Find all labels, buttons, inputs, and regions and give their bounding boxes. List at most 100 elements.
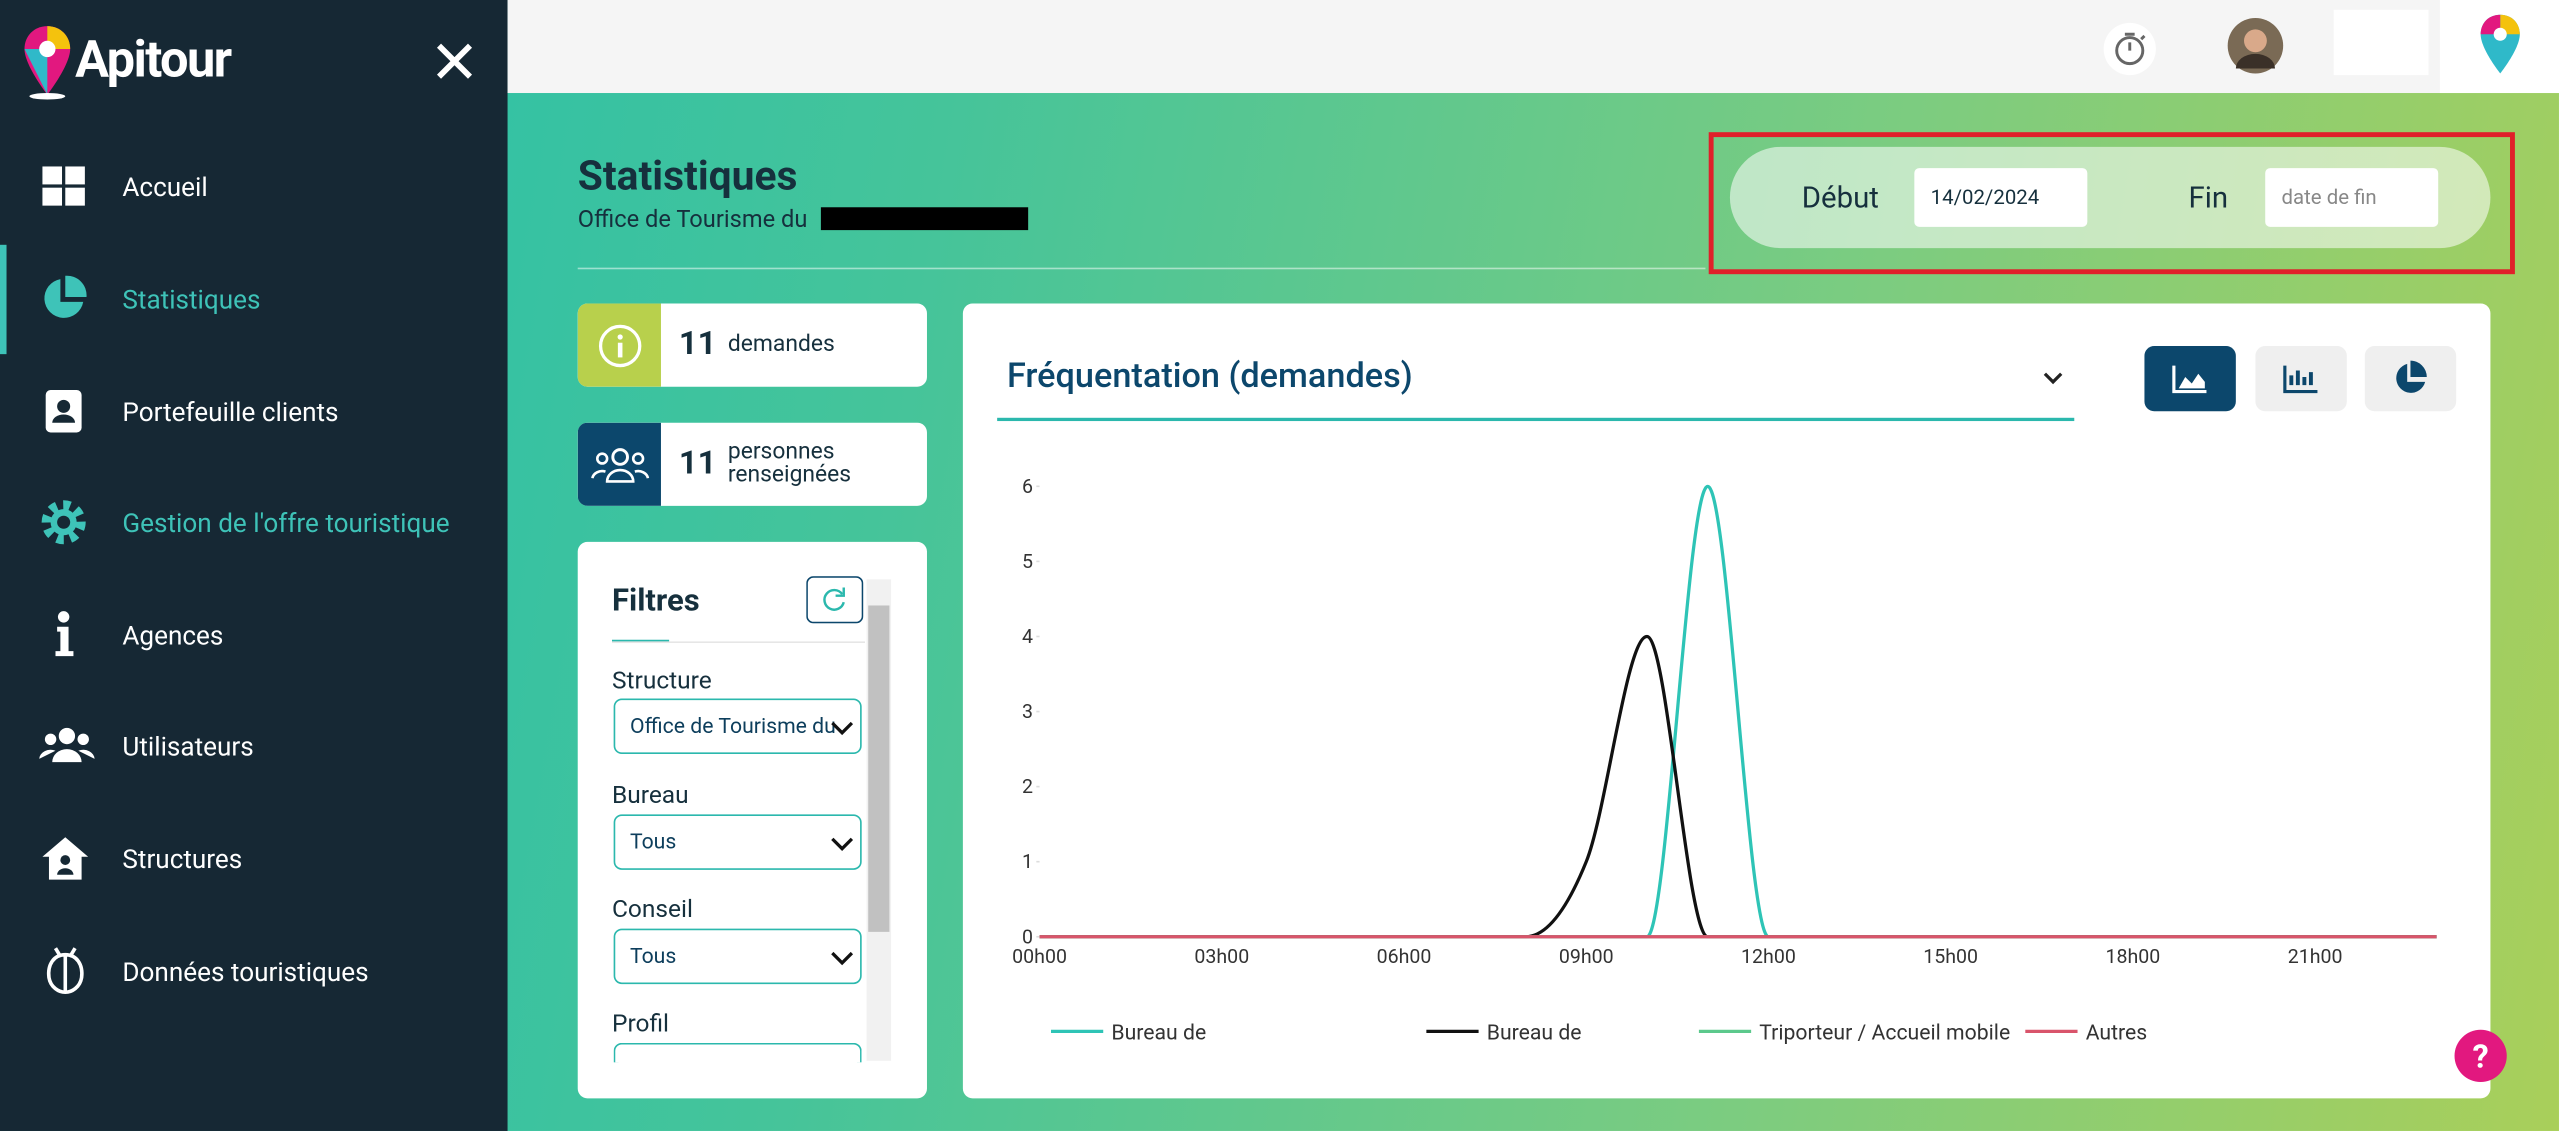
menu-label: Données touristiques bbox=[122, 955, 369, 987]
menu-item[interactable]: Données touristiques bbox=[0, 922, 508, 1020]
chevron bbox=[831, 837, 854, 851]
x-tick-label: 15h00 bbox=[1923, 945, 1978, 968]
menu-label: Portefeuille clients bbox=[122, 395, 339, 427]
title-underline bbox=[997, 417, 2075, 421]
menu-label: Utilisateurs bbox=[122, 730, 254, 762]
menu-item[interactable]: Gestion de l'offre touristique bbox=[0, 473, 508, 571]
filter-select[interactable]: Tous bbox=[613, 814, 862, 870]
kpi-label: demandes bbox=[727, 331, 835, 358]
legend-label: Autres bbox=[2086, 1021, 2148, 1046]
y-tick-label: 6 bbox=[1022, 475, 1033, 498]
y-tick-label: 5 bbox=[1022, 550, 1033, 573]
avatar[interactable] bbox=[2226, 16, 2285, 75]
chart-title: Fréquentation (demandes) bbox=[1006, 357, 1413, 397]
divider bbox=[577, 267, 1706, 270]
icon bbox=[42, 166, 85, 206]
page-title: Statistiques bbox=[577, 153, 798, 201]
end-date-input[interactable]: date de fin bbox=[2265, 168, 2439, 227]
sidebar: Apitour Accueil Statistiques Portefeuill… bbox=[0, 0, 508, 1131]
x-tick-label: 00h00 bbox=[1012, 945, 1067, 968]
chevron bbox=[831, 721, 854, 736]
menu-item[interactable]: Portefeuille clients bbox=[0, 362, 508, 460]
menu-item[interactable]: Structures bbox=[0, 809, 508, 907]
top-bar bbox=[507, 0, 2559, 94]
kpi-value: 11 bbox=[678, 442, 717, 482]
pie-chart-button[interactable] bbox=[2364, 345, 2457, 412]
menu-label: Statistiques bbox=[122, 283, 261, 315]
kpi-label: personnes renseignées bbox=[727, 439, 852, 488]
y-tick-label: 2 bbox=[1022, 775, 1033, 798]
x-tick-label: 12h00 bbox=[1741, 945, 1796, 968]
legend-label: Triporteur / Accueil mobile bbox=[1759, 1021, 2010, 1046]
line-chart: 0 1 2 3 4 5 6 00h00 03h00 06h00 09h00 12h00 15h00 18h… bbox=[1012, 475, 2437, 1046]
menu-item[interactable]: Accueil bbox=[0, 137, 508, 235]
page-subtitle: Office de Tourisme du bbox=[577, 205, 808, 234]
x-tick-label: 18h00 bbox=[2105, 945, 2160, 968]
reset-button[interactable] bbox=[806, 576, 864, 624]
filter-select[interactable] bbox=[613, 1042, 862, 1063]
y-tick-label: 3 bbox=[1022, 700, 1033, 723]
y-tick-label: 1 bbox=[1022, 850, 1033, 873]
icon bbox=[42, 837, 89, 880]
legend-label: Bureau de bbox=[1111, 1021, 1206, 1046]
filter-label: Profil bbox=[612, 1008, 669, 1038]
app-icon bbox=[2480, 14, 2520, 74]
icon bbox=[44, 275, 87, 318]
timer-button[interactable] bbox=[2102, 21, 2157, 76]
menu-label: Structures bbox=[122, 842, 243, 874]
series-line bbox=[1039, 634, 2437, 939]
x-tick-label: 09h00 bbox=[1559, 945, 1614, 968]
menu-label: Accueil bbox=[122, 170, 208, 202]
end-label: Fin bbox=[2188, 181, 2229, 216]
icon bbox=[55, 611, 74, 657]
series-line bbox=[1039, 484, 2437, 939]
menu-item[interactable]: Utilisateurs bbox=[0, 697, 508, 795]
icon bbox=[39, 727, 95, 763]
icon bbox=[45, 390, 82, 433]
x-tick-label: 21h00 bbox=[2288, 945, 2343, 968]
chart-card bbox=[962, 303, 2491, 1099]
scrollbar[interactable] bbox=[866, 579, 892, 1061]
y-tick-label: 0 bbox=[1022, 925, 1033, 948]
menu-item[interactable]: Statistiques bbox=[0, 250, 508, 348]
x-tick-label: 03h00 bbox=[1194, 945, 1249, 968]
area-chart-button[interactable] bbox=[2144, 345, 2236, 412]
kpi-value: 11 bbox=[678, 323, 717, 363]
help-button[interactable]: ? bbox=[2453, 1028, 2508, 1083]
blank-box bbox=[2333, 9, 2429, 76]
active-indicator bbox=[0, 244, 7, 355]
kpi-card: 11 demandes bbox=[577, 303, 927, 387]
filter-label: Bureau bbox=[612, 780, 689, 810]
start-label: Début bbox=[1801, 181, 1879, 216]
logo-icon bbox=[24, 26, 71, 100]
y-tick-label: 4 bbox=[1022, 625, 1033, 648]
chart-select[interactable] bbox=[2040, 366, 2066, 392]
app-icon-box bbox=[2439, 0, 2559, 94]
kpi-icon bbox=[577, 422, 661, 506]
filter-label: Conseil bbox=[612, 894, 693, 924]
divider bbox=[612, 641, 865, 644]
filter-label: Structure bbox=[612, 665, 712, 696]
filter-select[interactable]: Office de Tourisme du bbox=[613, 698, 862, 754]
start-date-input[interactable]: 14/02/2024 bbox=[1914, 168, 2088, 227]
logo-text: Apitour bbox=[75, 29, 232, 90]
menu-item[interactable]: Agences bbox=[0, 586, 508, 684]
svg-text:?: ? bbox=[2473, 1037, 2489, 1075]
kpi-icon bbox=[577, 303, 661, 387]
menu-label: Gestion de l'offre touristique bbox=[122, 506, 450, 538]
filters-title: Filtres bbox=[612, 580, 700, 619]
filter-select[interactable]: Tous bbox=[613, 928, 862, 985]
redaction bbox=[820, 207, 1029, 231]
highlight-box bbox=[1708, 132, 2515, 275]
bar-chart-button[interactable] bbox=[2255, 345, 2347, 412]
legend-label: Bureau de bbox=[1487, 1021, 1582, 1046]
x-tick-label: 06h00 bbox=[1377, 945, 1432, 968]
kpi-card: 11 personnes renseignées bbox=[577, 422, 927, 506]
icon bbox=[46, 947, 84, 995]
chevron bbox=[831, 951, 854, 966]
menu-label: Agences bbox=[122, 619, 224, 651]
icon bbox=[41, 500, 86, 545]
close-button[interactable] bbox=[434, 41, 475, 82]
